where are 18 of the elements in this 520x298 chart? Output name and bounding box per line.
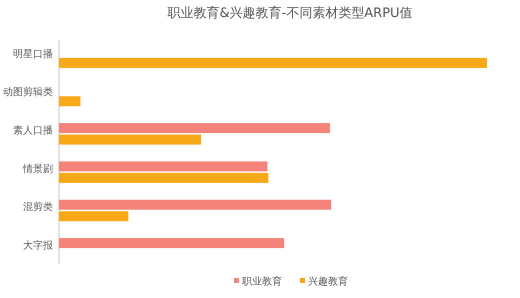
bar [59,211,128,222]
legend-label: 职业教育 [242,276,282,288]
bar [59,238,284,248]
bar [59,172,268,183]
y-tick-label: 混剪类 [23,201,53,214]
y-tick-label: 动图剪辑类 [3,86,53,98]
chart-title: 职业教育&兴趣教育-不同素材类型ARPU值 [167,5,413,21]
y-tick-label: 明星口播 [13,48,53,60]
y-tick-label: 大字报 [23,240,53,252]
bar [59,134,202,145]
bar [59,96,80,106]
bar [59,161,268,172]
y-tick-label: 情景剧 [22,162,53,175]
legend-label: 兴趣教育 [308,276,348,288]
bar [59,200,332,210]
y-tick-label: 素人口播 [13,124,53,137]
bar [59,58,487,68]
bar [59,123,330,134]
